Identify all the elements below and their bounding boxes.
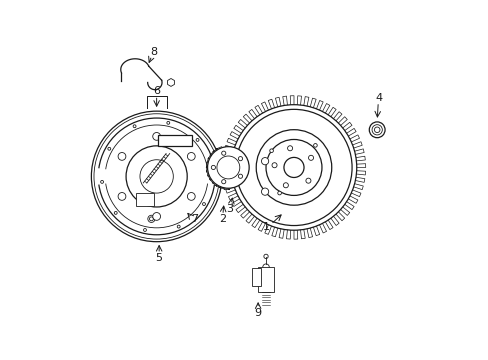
Circle shape bbox=[235, 109, 351, 226]
Circle shape bbox=[152, 132, 160, 140]
Circle shape bbox=[126, 146, 187, 207]
Circle shape bbox=[168, 80, 173, 85]
Circle shape bbox=[261, 188, 268, 195]
Circle shape bbox=[305, 178, 310, 183]
Circle shape bbox=[262, 264, 269, 270]
Circle shape bbox=[44, 188, 52, 195]
Circle shape bbox=[143, 229, 146, 231]
Circle shape bbox=[287, 146, 292, 151]
Circle shape bbox=[207, 147, 249, 188]
Circle shape bbox=[313, 144, 317, 147]
Circle shape bbox=[254, 273, 258, 277]
Circle shape bbox=[231, 105, 356, 230]
Circle shape bbox=[196, 139, 199, 141]
Circle shape bbox=[147, 215, 155, 222]
Circle shape bbox=[217, 156, 239, 179]
Text: 8: 8 bbox=[150, 46, 157, 57]
Circle shape bbox=[187, 193, 195, 200]
Circle shape bbox=[221, 151, 225, 155]
Circle shape bbox=[91, 111, 222, 242]
Text: 6: 6 bbox=[153, 86, 160, 96]
FancyBboxPatch shape bbox=[258, 267, 273, 292]
Circle shape bbox=[162, 137, 168, 144]
Polygon shape bbox=[167, 78, 174, 86]
Circle shape bbox=[94, 114, 219, 239]
Circle shape bbox=[271, 163, 277, 168]
Circle shape bbox=[108, 147, 110, 150]
Text: 5: 5 bbox=[155, 253, 163, 263]
Circle shape bbox=[140, 160, 173, 193]
Circle shape bbox=[209, 170, 212, 172]
FancyBboxPatch shape bbox=[157, 135, 192, 146]
Circle shape bbox=[284, 157, 304, 177]
Text: 9: 9 bbox=[254, 308, 261, 318]
Circle shape bbox=[368, 122, 384, 138]
Text: 7: 7 bbox=[190, 215, 198, 224]
Circle shape bbox=[101, 180, 103, 183]
Text: 4: 4 bbox=[374, 93, 382, 103]
Circle shape bbox=[238, 174, 242, 178]
Text: 3: 3 bbox=[226, 204, 233, 214]
Circle shape bbox=[202, 203, 205, 206]
Circle shape bbox=[371, 125, 382, 135]
Circle shape bbox=[187, 153, 195, 160]
Circle shape bbox=[283, 183, 288, 188]
Circle shape bbox=[177, 225, 180, 228]
Circle shape bbox=[152, 212, 160, 220]
Circle shape bbox=[118, 193, 125, 200]
Circle shape bbox=[264, 254, 267, 258]
Circle shape bbox=[211, 165, 215, 170]
Circle shape bbox=[261, 158, 268, 165]
Circle shape bbox=[256, 130, 331, 205]
Circle shape bbox=[308, 155, 313, 160]
Circle shape bbox=[149, 217, 153, 221]
Circle shape bbox=[182, 137, 188, 144]
Circle shape bbox=[254, 280, 258, 284]
Circle shape bbox=[238, 157, 242, 161]
Circle shape bbox=[133, 125, 136, 128]
Circle shape bbox=[166, 121, 169, 124]
Circle shape bbox=[277, 191, 281, 195]
Circle shape bbox=[269, 149, 273, 153]
Circle shape bbox=[265, 139, 321, 195]
Circle shape bbox=[118, 153, 125, 160]
Text: 2: 2 bbox=[218, 215, 225, 224]
Circle shape bbox=[44, 158, 52, 165]
Text: 1: 1 bbox=[263, 222, 270, 232]
Circle shape bbox=[221, 180, 225, 184]
Circle shape bbox=[374, 127, 379, 132]
Circle shape bbox=[114, 211, 117, 214]
FancyBboxPatch shape bbox=[136, 193, 154, 206]
FancyBboxPatch shape bbox=[252, 268, 261, 286]
